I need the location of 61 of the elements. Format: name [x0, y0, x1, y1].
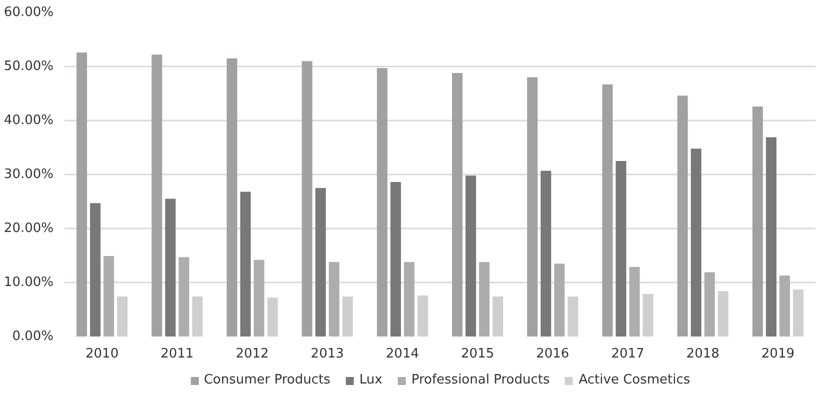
bar	[452, 72, 463, 336]
legend-label: Consumer Products	[204, 372, 330, 388]
bar	[766, 137, 776, 336]
bar	[328, 262, 340, 336]
bar	[616, 161, 626, 336]
bar	[192, 296, 203, 336]
y-tick-label: 50.00%	[4, 59, 54, 74]
bar	[677, 96, 688, 336]
bar	[602, 84, 613, 336]
x-tick-label: 2014	[386, 346, 419, 362]
legend-label: Lux	[359, 372, 382, 388]
bar	[527, 77, 538, 336]
bar	[90, 203, 101, 336]
x-tick-label: 2017	[611, 346, 644, 362]
x-tick-label: 2016	[536, 346, 570, 362]
bar	[342, 296, 353, 336]
bar	[376, 68, 388, 336]
x-tick-label: 2013	[310, 346, 344, 362]
bar	[568, 296, 578, 336]
bar	[479, 262, 490, 336]
bar	[704, 272, 715, 336]
x-tick-label: 2019	[761, 346, 794, 362]
legend-label: Professional Products	[411, 372, 550, 388]
bar	[76, 52, 88, 336]
bar	[254, 260, 264, 336]
bar	[417, 295, 428, 336]
y-tick-label: 0.00%	[12, 329, 54, 344]
bar	[152, 54, 162, 336]
bar	[492, 296, 504, 336]
bar	[240, 192, 251, 336]
bar	[315, 188, 326, 336]
y-tick-label: 10.00%	[4, 275, 54, 290]
bar	[466, 176, 476, 336]
bar	[226, 58, 238, 336]
bar	[779, 275, 790, 336]
bar	[165, 198, 176, 336]
bar	[404, 262, 414, 336]
x-tick-label: 2012	[236, 346, 269, 362]
bar	[642, 294, 654, 336]
x-tick-label: 2011	[160, 346, 194, 362]
bar	[752, 106, 763, 336]
bar	[178, 257, 190, 336]
x-tick-label: 2018	[686, 346, 720, 362]
x-tick-label: 2015	[461, 346, 494, 362]
y-tick-label: 60.00%	[4, 5, 54, 20]
bar	[267, 298, 278, 336]
bar	[690, 148, 702, 336]
y-tick-label: 20.00%	[4, 221, 54, 236]
bar	[117, 296, 128, 336]
bar	[629, 266, 640, 336]
bar	[554, 264, 565, 336]
bar	[792, 290, 804, 336]
bar	[302, 61, 312, 336]
y-tick-label: 30.00%	[4, 167, 54, 182]
legend-label: Active Cosmetics	[578, 372, 690, 388]
bar	[540, 170, 552, 336]
x-tick-label: 2010	[86, 346, 119, 362]
y-tick-label: 40.00%	[4, 113, 54, 128]
bar	[390, 182, 401, 336]
bar	[718, 291, 728, 336]
bar	[104, 256, 114, 336]
